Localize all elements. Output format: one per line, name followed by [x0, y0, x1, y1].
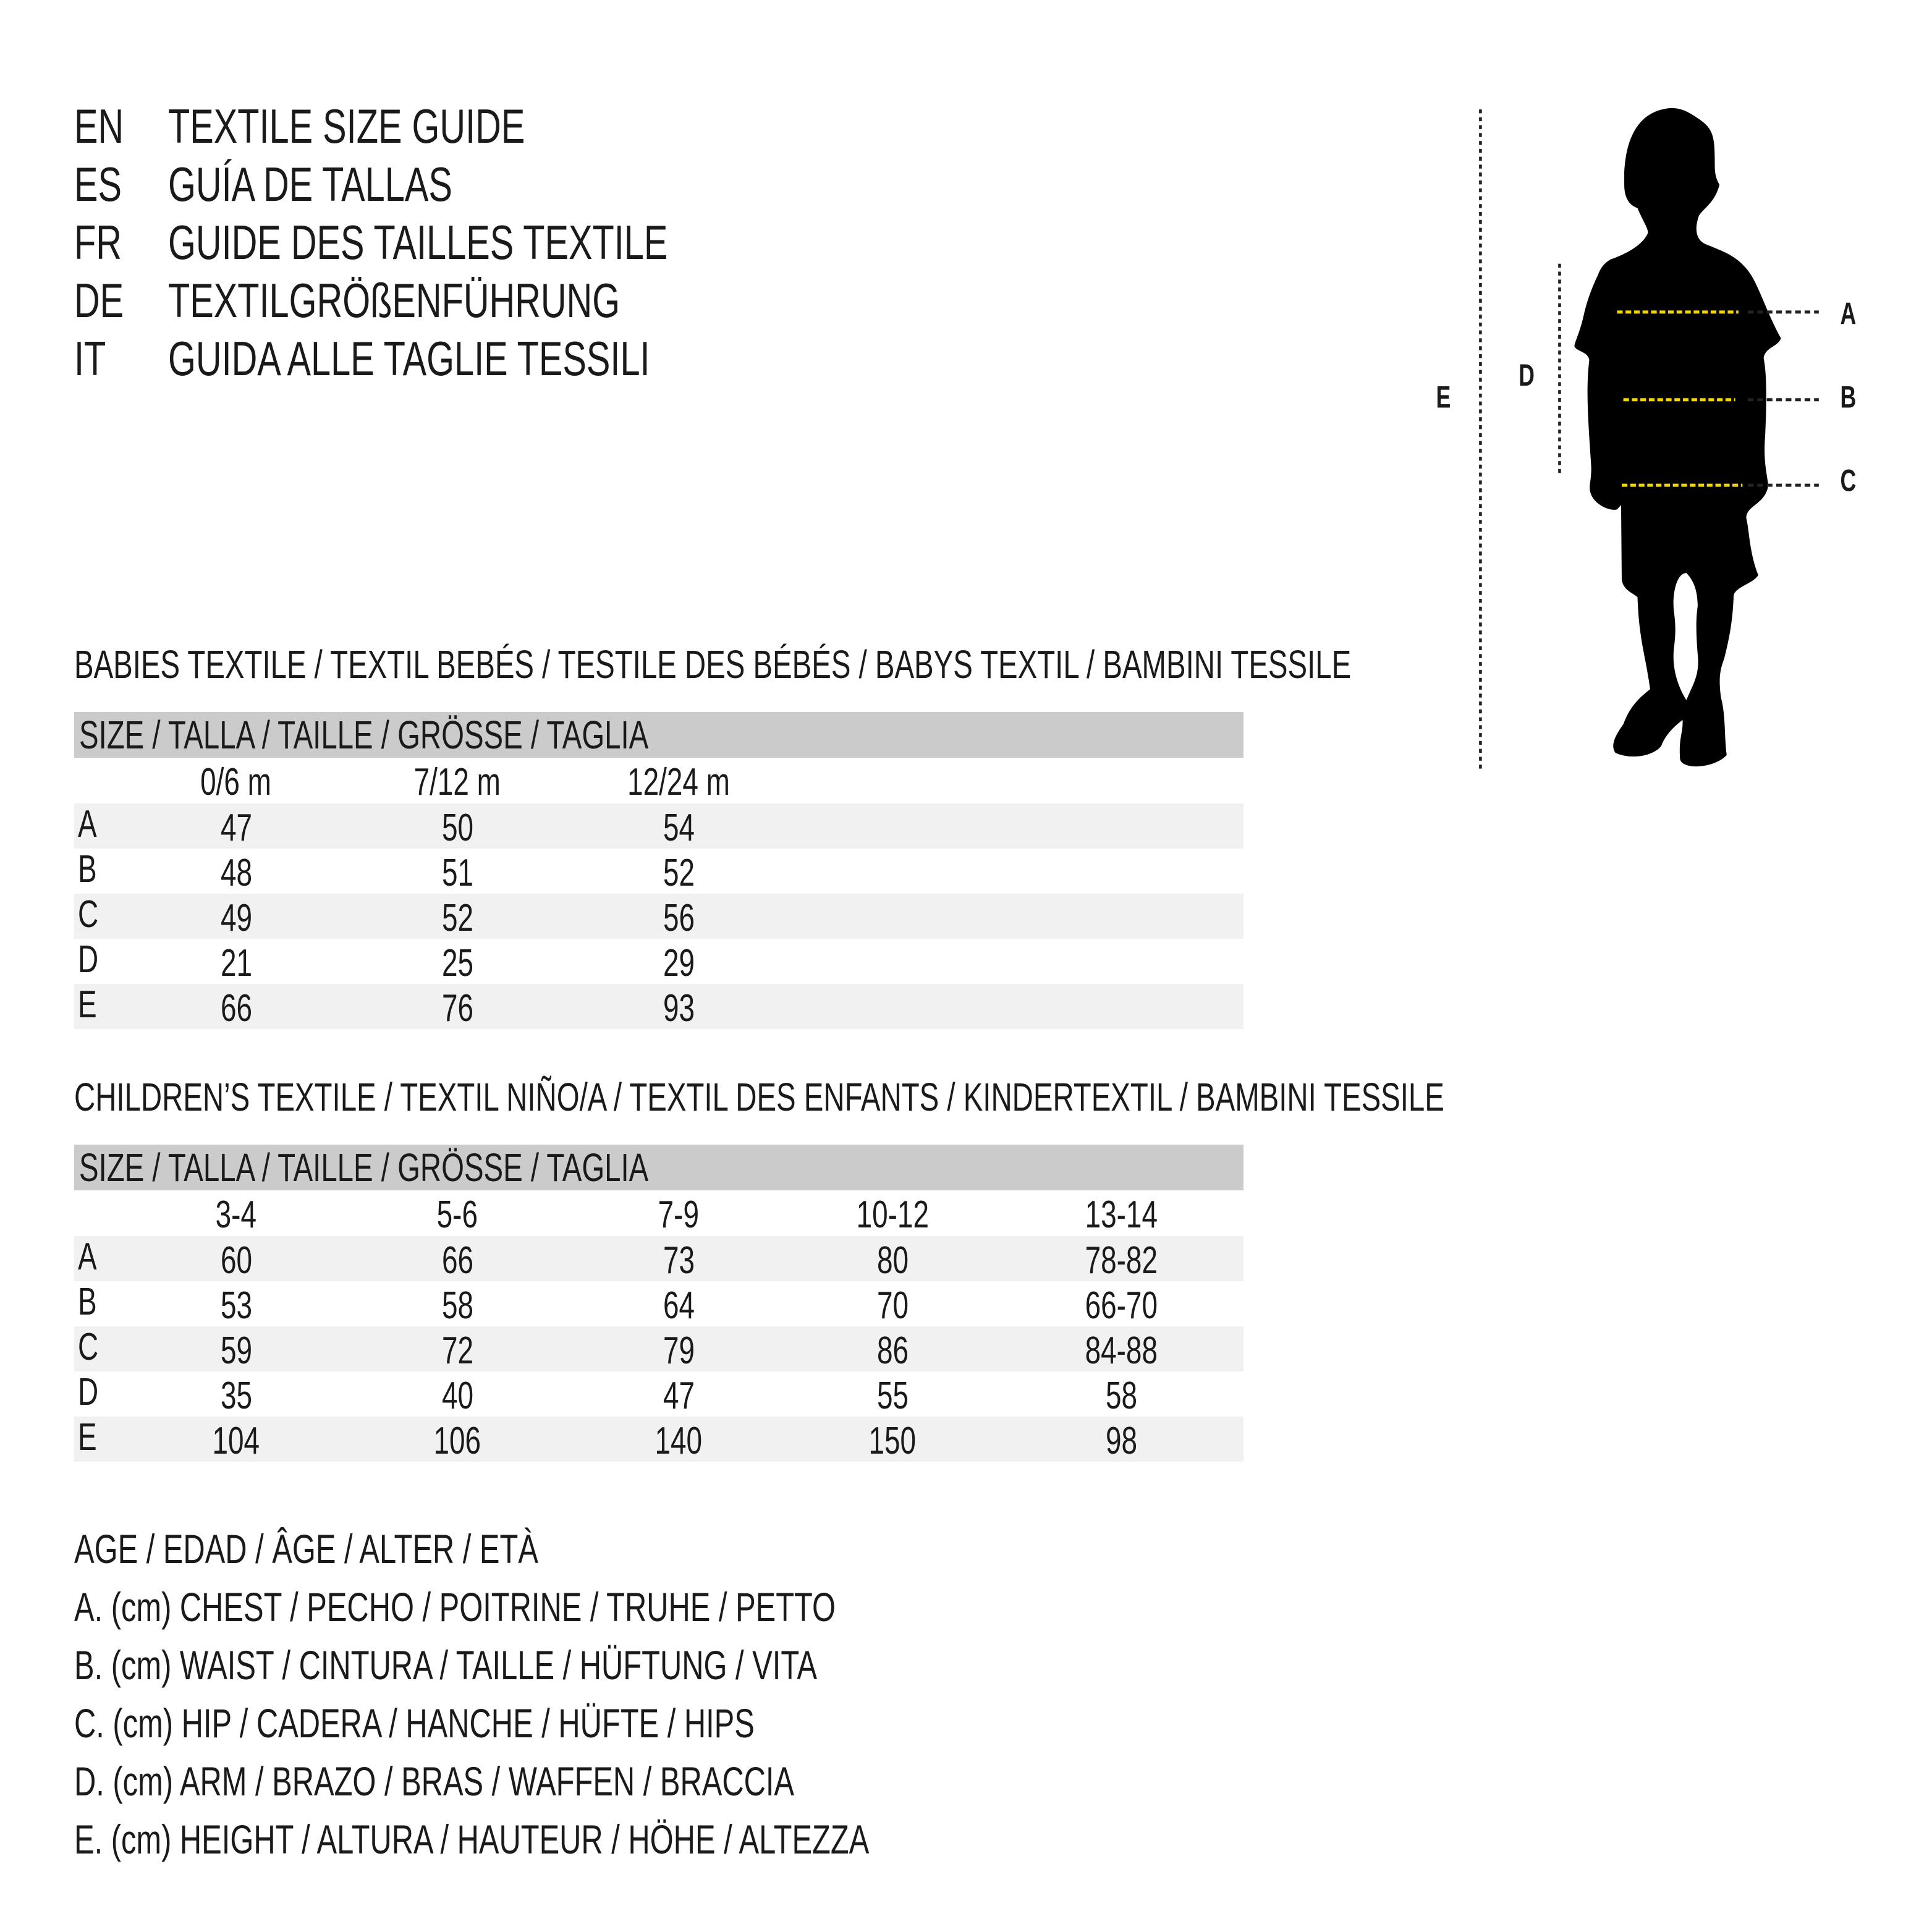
lang-code-en: EN: [74, 99, 124, 153]
table-cell: 55: [876, 1375, 909, 1417]
label-d: D: [1519, 358, 1535, 392]
title-fr: GUIDE DES TAILLES TEXTILE: [168, 215, 668, 269]
table-row: D 21 25 29: [74, 938, 1244, 985]
lang-code-de: DE: [74, 273, 124, 328]
table-cell: 51: [441, 852, 473, 894]
table-cell: 56: [663, 897, 695, 939]
children-heading: CHILDREN’S TEXTILE / TEXTIL NIÑO/A / TEX…: [74, 1075, 1444, 1119]
table-cell: 104: [212, 1420, 260, 1462]
table-cell: 58: [1105, 1375, 1137, 1417]
table-cell: 73: [663, 1239, 695, 1282]
table-row: D 35 40 47 55 58: [74, 1371, 1244, 1417]
table-cell: 78-82: [1085, 1239, 1158, 1282]
table-cell: 50: [441, 807, 473, 849]
column-header: 7/12 m: [413, 761, 501, 803]
table-cell: 25: [441, 942, 473, 985]
column-header: 7-9: [658, 1193, 700, 1236]
table-cell: 66-70: [1085, 1284, 1158, 1327]
table-cell: 47: [220, 807, 252, 849]
row-label: E: [78, 983, 97, 1026]
row-label: C: [78, 1326, 99, 1368]
table-cell: 79: [663, 1329, 695, 1372]
column-header: 3-4: [215, 1193, 257, 1236]
child-silhouette-icon: [1574, 108, 1781, 767]
row-label: A: [78, 803, 97, 845]
table-row: A 60 66 73 80 78-82: [74, 1235, 1244, 1282]
babies-column-headers: 0/6 m 7/12 m 12/24 m: [74, 758, 1244, 803]
table-cell: 29: [663, 942, 695, 985]
table-cell: 40: [441, 1375, 473, 1417]
label-b: B: [1841, 381, 1857, 415]
title-es: GUÍA DE TALLAS: [168, 157, 452, 211]
table-cell: 60: [220, 1239, 252, 1282]
babies-size-header: SIZE / TALLA / TAILLE / GRÖSSE / TAGLIA: [74, 712, 1244, 758]
title-de: TEXTILGRÖßENFÜHRUNG: [168, 273, 621, 328]
table-cell: 59: [220, 1329, 252, 1372]
table-cell: 53: [220, 1284, 252, 1327]
row-label: D: [78, 1371, 99, 1413]
table-row: C 49 52 56: [74, 893, 1244, 939]
table-cell: 93: [663, 987, 695, 1030]
child-silhouette-figure: A B C D E: [1436, 108, 1857, 773]
label-c: C: [1841, 464, 1857, 498]
row-label: A: [78, 1235, 97, 1278]
legend-age: AGE / EDAD / ÂGE / ALTER / ETÀ: [74, 1526, 538, 1572]
lang-code-it: IT: [74, 331, 106, 386]
table-cell: 21: [220, 942, 252, 985]
column-header: 12/24 m: [627, 761, 730, 803]
column-header: 5-6: [436, 1193, 478, 1236]
table-cell: 66: [220, 987, 252, 1030]
table-cell: 140: [655, 1420, 703, 1462]
table-cell: 98: [1105, 1420, 1137, 1462]
label-e: E: [1436, 381, 1451, 415]
table-row: B 48 51 52: [74, 848, 1244, 894]
table-cell: 86: [876, 1329, 909, 1372]
table-cell: 48: [220, 852, 252, 894]
title-it: GUIDA ALLE TAGLIE TESSILI: [168, 331, 650, 386]
legend-height: E. (cm) HEIGHT / ALTURA / HAUTEUR / HÖHE…: [74, 1816, 870, 1862]
table-row: A 47 50 54: [74, 803, 1244, 849]
children-size-header: SIZE / TALLA / TAILLE / GRÖSSE / TAGLIA: [74, 1145, 1244, 1190]
babies-heading: BABIES TEXTILE / TEXTIL BEBÉS / TESTILE …: [74, 642, 1352, 687]
title-en: TEXTILE SIZE GUIDE: [168, 99, 525, 153]
table-cell: 80: [876, 1239, 909, 1282]
row-label: D: [78, 938, 99, 981]
column-header: 13-14: [1085, 1193, 1158, 1236]
table-row: B 53 58 64 70 66-70: [74, 1281, 1244, 1327]
table-cell: 54: [663, 807, 695, 849]
table-cell: 70: [876, 1284, 909, 1327]
table-cell: 84-88: [1085, 1329, 1158, 1372]
row-label: E: [78, 1416, 97, 1459]
legend-waist: B. (cm) WAIST / CINTURA / TAILLE / HÜFTU…: [74, 1642, 818, 1688]
table-cell: 72: [441, 1329, 473, 1372]
column-header: 10-12: [856, 1193, 929, 1236]
table-row: C 59 72 79 86 84-88: [74, 1326, 1244, 1372]
table-cell: 76: [441, 987, 473, 1030]
row-label: C: [78, 893, 99, 936]
table-cell: 66: [441, 1239, 473, 1282]
label-a: A: [1841, 297, 1857, 331]
table-cell: 35: [220, 1375, 252, 1417]
legend-chest: A. (cm) CHEST / PECHO / POITRINE / TRUHE…: [74, 1584, 836, 1630]
lang-code-fr: FR: [74, 215, 122, 269]
table-cell: 64: [663, 1284, 695, 1327]
babies-size-table: SIZE / TALLA / TAILLE / GRÖSSE / TAGLIA …: [74, 712, 1244, 1030]
row-label: B: [78, 848, 97, 891]
lang-code-es: ES: [74, 157, 122, 211]
row-label: B: [78, 1281, 97, 1323]
table-cell: 47: [663, 1375, 695, 1417]
table-row: E 104 106 140 150 98: [74, 1416, 1244, 1462]
table-cell: 106: [433, 1420, 481, 1462]
column-header: 0/6 m: [200, 761, 272, 803]
table-cell: 58: [441, 1284, 473, 1327]
table-cell: 150: [868, 1420, 917, 1462]
table-cell: 52: [441, 897, 473, 939]
legend-arm: D. (cm) ARM / BRAZO / BRAS / WAFFEN / BR…: [74, 1758, 795, 1804]
table-cell: 52: [663, 852, 695, 894]
children-column-headers: 3-4 5-6 7-9 10-12 13-14: [74, 1190, 1244, 1236]
table-cell: 49: [220, 897, 252, 939]
table-row: E 66 76 93: [74, 983, 1244, 1030]
legend-hip: C. (cm) HIP / CADERA / HANCHE / HÜFTE / …: [74, 1700, 755, 1746]
children-size-table: SIZE / TALLA / TAILLE / GRÖSSE / TAGLIA …: [74, 1145, 1244, 1462]
